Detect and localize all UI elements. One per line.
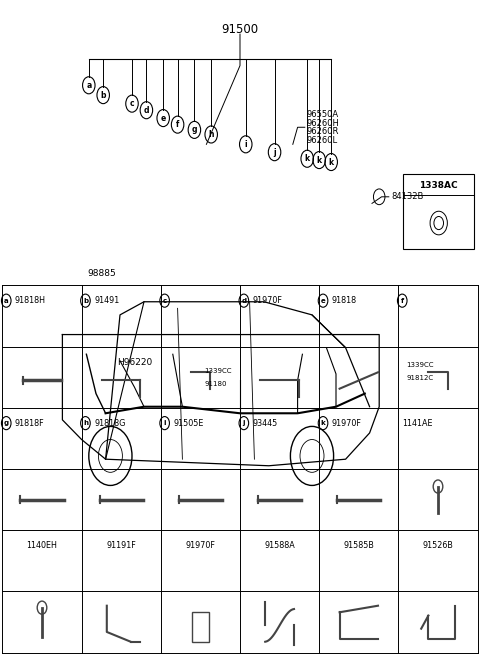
Text: 91505E: 91505E <box>173 419 204 428</box>
Text: H96220: H96220 <box>118 358 153 367</box>
Text: g: g <box>192 125 197 134</box>
Text: 96260L: 96260L <box>306 136 337 145</box>
Text: 91180: 91180 <box>204 381 227 387</box>
Text: 93445: 93445 <box>252 419 278 428</box>
Text: k: k <box>317 155 322 165</box>
Text: 96260H: 96260H <box>306 119 339 128</box>
Text: b: b <box>100 91 106 100</box>
Text: 84132B: 84132B <box>391 192 423 201</box>
Text: 1141AE: 1141AE <box>402 419 433 428</box>
Text: d: d <box>241 298 246 304</box>
Text: d: d <box>144 106 149 115</box>
Text: 91818G: 91818G <box>94 419 125 428</box>
Text: 91588A: 91588A <box>264 541 295 550</box>
Text: i: i <box>163 420 166 426</box>
Text: 91585B: 91585B <box>343 541 374 550</box>
Text: h: h <box>83 420 88 426</box>
Text: c: c <box>130 99 134 108</box>
Text: e: e <box>161 113 166 123</box>
Text: k: k <box>321 420 325 426</box>
Text: 98885: 98885 <box>88 269 117 278</box>
Text: 91970F: 91970F <box>185 541 216 550</box>
Text: 91812C: 91812C <box>406 375 433 381</box>
Text: 1140EH: 1140EH <box>26 541 58 550</box>
Text: c: c <box>163 298 167 304</box>
Text: a: a <box>4 298 9 304</box>
Text: 91818F: 91818F <box>15 419 45 428</box>
Text: g: g <box>4 420 9 426</box>
Text: 1338AC: 1338AC <box>420 181 458 190</box>
Text: a: a <box>86 81 91 90</box>
Text: h: h <box>208 130 214 139</box>
Text: 91970F: 91970F <box>252 296 282 305</box>
Text: k: k <box>329 157 334 167</box>
Text: j: j <box>242 420 245 426</box>
Text: 96550A: 96550A <box>306 110 338 119</box>
Text: i: i <box>244 140 247 149</box>
Text: 91500: 91500 <box>221 23 259 36</box>
Text: k: k <box>305 154 310 163</box>
Text: f: f <box>401 298 404 304</box>
Text: 91818H: 91818H <box>15 296 46 305</box>
Text: 1339CC: 1339CC <box>406 362 434 368</box>
Text: 1339CC: 1339CC <box>204 368 232 374</box>
Text: 91818: 91818 <box>332 296 357 305</box>
Text: 91191F: 91191F <box>107 541 136 550</box>
Bar <box>192 612 209 642</box>
Text: 91526B: 91526B <box>422 541 454 550</box>
FancyBboxPatch shape <box>403 174 474 249</box>
Text: b: b <box>83 298 88 304</box>
Text: 91970F: 91970F <box>332 419 361 428</box>
Text: 91491: 91491 <box>94 296 120 305</box>
Text: e: e <box>321 298 325 304</box>
Text: f: f <box>176 120 180 129</box>
Text: j: j <box>273 148 276 157</box>
Text: 96260R: 96260R <box>306 127 338 136</box>
